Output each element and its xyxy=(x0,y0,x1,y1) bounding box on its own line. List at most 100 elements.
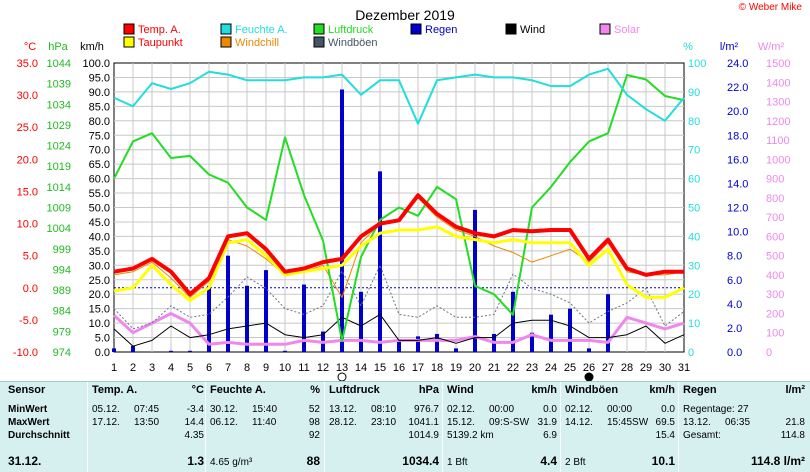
stats-row-label: MinWert xyxy=(8,404,48,415)
legend-swatch xyxy=(123,36,135,48)
wind-axis-tick: 25.0 xyxy=(89,275,110,287)
wind-axis-tick: 45.0 xyxy=(89,217,110,229)
series-feuchte-a- xyxy=(113,67,685,125)
x-tick-label: 4 xyxy=(168,362,174,374)
x-tick-label: 30 xyxy=(659,362,671,374)
x-tick-label: 13 xyxy=(336,362,348,374)
humidity-axis-tick: 10 xyxy=(688,318,700,330)
legend-swatch xyxy=(123,23,135,35)
wind-axis-tick: 70.0 xyxy=(89,145,110,157)
legend-label: Taupunkt xyxy=(138,37,183,49)
solar-axis-tick: 800 xyxy=(766,193,784,205)
stats-separator xyxy=(442,382,443,472)
rain-bar xyxy=(226,255,230,352)
stats-humidity-footer-note: 4.65 g/m³ xyxy=(210,457,253,468)
legend-label: Solar xyxy=(614,24,640,36)
stats-pressure-value: 1041.1 xyxy=(408,417,439,428)
rain-bar xyxy=(435,333,439,352)
solar-axis-tick: 1100 xyxy=(766,135,790,147)
stats-pressure-cell-b: 23:10 xyxy=(371,417,397,428)
humidity-axis-tick: 100 xyxy=(688,58,706,70)
stats-rain-cell-a: Gesamt: xyxy=(683,430,721,441)
stats-gust-value: 15.4 xyxy=(655,430,675,441)
x-tick-label: 27 xyxy=(602,362,614,374)
stats-footer-date: 31.12. xyxy=(8,454,42,468)
series-taupunkt xyxy=(113,225,685,303)
stats-wind-unit: km/h xyxy=(531,384,557,396)
stats-humidity-cell-b: 15:40 xyxy=(252,404,278,415)
temp-axis-tick: 10.0 xyxy=(17,219,38,231)
legend-label: Wind xyxy=(520,24,545,36)
series-luftdruck xyxy=(113,74,685,342)
temp-axis-tick: 20.0 xyxy=(17,154,38,166)
rain-axis-tick: 12.0 xyxy=(727,203,748,215)
rain-axis-tick: 18.0 xyxy=(727,130,748,142)
rain-axis-tick: 0.0 xyxy=(727,347,742,359)
x-tick-label: 23 xyxy=(526,362,538,374)
humidity-axis-tick: 40 xyxy=(688,231,700,243)
temp-axis-tick: 30.0 xyxy=(17,90,38,102)
temp-axis-unit: °C xyxy=(24,41,36,53)
rain-bar xyxy=(378,171,382,352)
pressure-axis-tick: 999 xyxy=(53,244,71,256)
full-moon-icon xyxy=(337,372,347,381)
stats-gust-cell-b: 15:45SW xyxy=(607,417,649,428)
x-tick-label: 15 xyxy=(374,362,386,374)
pressure-axis-tick: 1029 xyxy=(47,120,71,132)
x-tick-label: 9 xyxy=(263,362,269,374)
x-tick-label: 24 xyxy=(545,362,557,374)
rain-bar xyxy=(245,285,249,352)
rain-bar xyxy=(340,89,344,352)
stats-rain-value: 114.8 xyxy=(780,430,805,441)
chart-title: Dezember 2019 xyxy=(355,7,455,23)
stats-rain-cell-b: 06:35 xyxy=(725,417,751,428)
legend-swatch xyxy=(313,36,325,48)
stats-humidity-value: 92 xyxy=(308,430,320,441)
pressure-axis-tick: 989 xyxy=(53,285,71,297)
rain-axis-tick: 22.0 xyxy=(727,82,748,94)
rain-bar xyxy=(359,291,363,352)
solar-axis-tick: 700 xyxy=(766,212,784,224)
stats-pressure-footer-value: 1034.4 xyxy=(402,454,439,468)
stats-temp-cell-a: 17.12. xyxy=(92,417,120,428)
stats-separator xyxy=(324,382,325,472)
pressure-axis-tick: 1039 xyxy=(47,79,71,91)
solar-axis-tick: 500 xyxy=(766,251,784,263)
stats-rain-footer-value: 114.8 l/m² xyxy=(750,454,805,468)
x-tick-label: 8 xyxy=(244,362,250,374)
stats-rain-header: Regen xyxy=(683,384,717,396)
x-tick-label: 18 xyxy=(431,362,443,374)
legend-swatch xyxy=(410,23,422,35)
stats-pressure-value: 976.7 xyxy=(413,404,439,415)
solar-axis-tick: 400 xyxy=(766,270,784,282)
stats-panel: Sensor MinWert MaxWert Durchschnitt 31.12. Te… xyxy=(0,381,810,472)
stats-gust-cell-a: 02.12. xyxy=(565,404,593,415)
stats-pressure-cell-a: 13.12. xyxy=(329,404,357,415)
stats-separator xyxy=(678,382,679,472)
rain-axis-tick: 4.0 xyxy=(727,299,742,311)
solar-axis-tick: 900 xyxy=(766,174,784,186)
stats-rain-unit: l/m² xyxy=(785,384,805,396)
wind-axis-tick: 40.0 xyxy=(89,231,110,243)
pressure-axis-unit: hPa xyxy=(48,41,68,53)
legend-swatch xyxy=(220,23,232,35)
stats-rain-cell-a: 13.12. xyxy=(683,417,711,428)
stats-gust-footer-note: 2 Bft xyxy=(565,457,586,468)
pressure-axis-tick: 979 xyxy=(53,326,71,338)
pressure-axis-tick: 974 xyxy=(53,347,71,359)
legend-swatch xyxy=(313,23,325,35)
humidity-axis-tick: 60 xyxy=(688,174,700,186)
stats-rain-cell-a: Regentage: 27 xyxy=(683,404,749,415)
stats-temp-value: 4.35 xyxy=(184,430,204,441)
rain-bar xyxy=(131,345,135,352)
x-tick-label: 29 xyxy=(640,362,652,374)
rain-axis-tick: 2.0 xyxy=(727,323,742,335)
temp-axis-tick: 25.0 xyxy=(17,122,38,134)
x-tick-label: 28 xyxy=(621,362,633,374)
wind-axis-tick: 10.0 xyxy=(89,318,110,330)
x-tick-label: 12 xyxy=(317,362,329,374)
x-tick-label: 21 xyxy=(488,362,500,374)
stats-wind-value: 0.0 xyxy=(543,404,557,415)
rain-axis-tick: 8.0 xyxy=(727,251,742,263)
solar-axis-tick: 600 xyxy=(766,231,784,243)
